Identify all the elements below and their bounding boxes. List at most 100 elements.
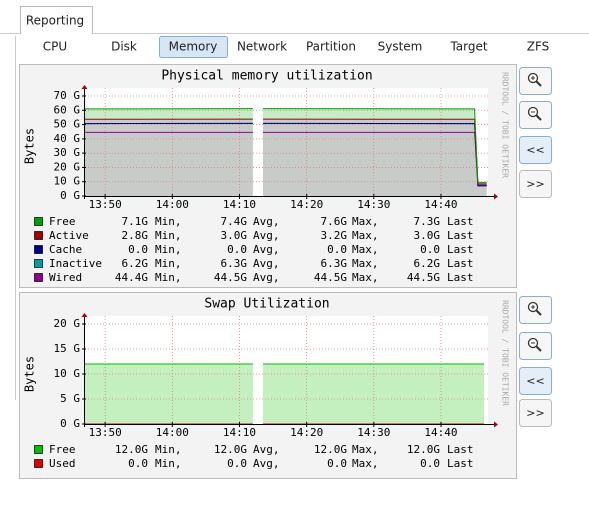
area-fill	[85, 123, 487, 186]
series-line	[84, 108, 487, 183]
y-tick-label: 50 G	[54, 118, 81, 131]
magnifier-handle	[535, 114, 542, 121]
subtab[interactable]: Partition	[306, 40, 356, 54]
legend-stat-label: Avg,	[253, 229, 280, 242]
subtab[interactable]: CPU	[43, 40, 67, 54]
legend-swatch	[34, 217, 43, 226]
legend-stat-label: Max,	[352, 215, 379, 228]
graph-title: Physical memory utilization	[161, 69, 372, 84]
y-tick-label: 15 G	[54, 342, 81, 355]
legend-stat-label: Max,	[352, 457, 379, 470]
legend-stat-label: Max,	[352, 243, 379, 256]
legend-stat-label: Last	[447, 457, 474, 470]
legend-swatch	[34, 273, 43, 282]
y-axis-arrow	[81, 313, 88, 317]
legend-stat-label: Last	[447, 229, 474, 242]
control-button[interactable]	[519, 170, 552, 198]
magnifier-handle	[535, 345, 542, 352]
legend-stat-label: Avg,	[253, 215, 280, 228]
legend-stat-label: Last	[447, 271, 474, 284]
y-tick-label: 5 G	[60, 392, 80, 405]
watermark: RRDTOOL / TOBI OETIKER	[501, 300, 510, 406]
legend-stat: 44.5G	[214, 271, 247, 284]
y-tick-label: 10 G	[54, 175, 81, 188]
control-button[interactable]	[519, 136, 552, 164]
legend-swatch	[34, 445, 43, 454]
legend-stat: 6.3G	[321, 257, 348, 270]
x-axis-arrow	[494, 421, 498, 428]
legend-stat: 44.5G	[314, 271, 347, 284]
y-axis-label: Bytes	[23, 356, 37, 392]
legend-stat: 3.0G	[414, 229, 441, 242]
tab-frame	[20, 6, 93, 34]
legend-name: Inactive	[49, 257, 102, 270]
legend-stat: 3.0G	[221, 229, 248, 242]
legend-stat-label: Avg,	[253, 271, 280, 284]
legend-stat: 6.3G	[221, 257, 248, 270]
subtab[interactable]: ZFS	[527, 40, 550, 54]
legend-name: Free	[49, 443, 76, 456]
legend-stat-label: Avg,	[253, 257, 280, 270]
y-tick-label: 70 G	[54, 89, 81, 102]
legend-name: Used	[49, 457, 76, 470]
graph-title: Swap Utilization	[204, 297, 329, 312]
x-axis-arrow	[494, 193, 498, 200]
y-tick-label: 20 G	[54, 317, 81, 330]
subtab[interactable]: Memory	[169, 40, 218, 54]
legend-stat-label: Last	[447, 257, 474, 270]
legend-swatch	[34, 459, 43, 468]
legend-stat: 0.0	[420, 243, 440, 256]
legend-stat: 12.0G	[407, 443, 440, 456]
subtab[interactable]: Target	[449, 40, 487, 54]
legend-stat: 0.0	[128, 457, 148, 470]
subtab[interactable]: System	[378, 40, 423, 54]
legend-stat-label: Max,	[352, 271, 379, 284]
watermark: RRDTOOL / TOBI OETIKER	[501, 72, 510, 178]
y-tick-label: 30 G	[54, 146, 81, 159]
legend-swatch	[34, 231, 43, 240]
legend-stat: 12.0G	[314, 443, 347, 456]
button-label[interactable]: <<	[526, 144, 544, 157]
legend-stat-label: Min,	[155, 443, 182, 456]
legend-swatch	[34, 245, 43, 254]
tab[interactable]: Reporting	[26, 14, 84, 28]
x-tick-label: 14:10	[223, 426, 256, 439]
legend-swatch	[34, 259, 43, 268]
y-tick-label: 0 G	[60, 417, 80, 430]
control-button[interactable]	[519, 367, 552, 395]
legend-name: Free	[49, 215, 76, 228]
legend-stat-label: Last	[447, 443, 474, 456]
y-tick-label: 40 G	[54, 132, 81, 145]
x-tick-label: 14:20	[290, 426, 323, 439]
legend-stat: 7.3G	[414, 215, 441, 228]
legend-name: Wired	[49, 271, 82, 284]
legend-stat: 44.5G	[407, 271, 440, 284]
x-tick-label: 14:10	[223, 198, 256, 211]
subtab[interactable]: Network	[237, 40, 287, 54]
y-tick-label: 0 G	[60, 189, 80, 202]
button-label[interactable]: <<	[526, 375, 544, 388]
control-button[interactable]	[519, 399, 552, 427]
subtab[interactable]: Disk	[111, 40, 137, 54]
legend-stat-label: Last	[447, 215, 474, 228]
y-axis-label: Bytes	[23, 128, 37, 164]
legend-stat-label: Max,	[352, 257, 379, 270]
legend-stat: 3.2G	[321, 229, 348, 242]
button-label[interactable]: >>	[526, 407, 544, 420]
y-tick-label: 20 G	[54, 160, 81, 173]
legend-stat-label: Last	[447, 243, 474, 256]
legend-stat-label: Avg,	[253, 443, 280, 456]
x-tick-label: 14:20	[290, 198, 323, 211]
legend-stat: 12.0G	[214, 443, 247, 456]
legend-stat: 0.0	[227, 457, 247, 470]
legend-stat: 6.2G	[414, 257, 441, 270]
x-tick-label: 14:40	[424, 426, 457, 439]
button-label[interactable]: >>	[526, 178, 544, 191]
legend-stat: 0.0	[420, 457, 440, 470]
legend-stat: 0.0	[128, 243, 148, 256]
area-fill	[85, 108, 487, 184]
area-fill	[85, 364, 484, 424]
legend-stat-label: Min,	[155, 257, 182, 270]
